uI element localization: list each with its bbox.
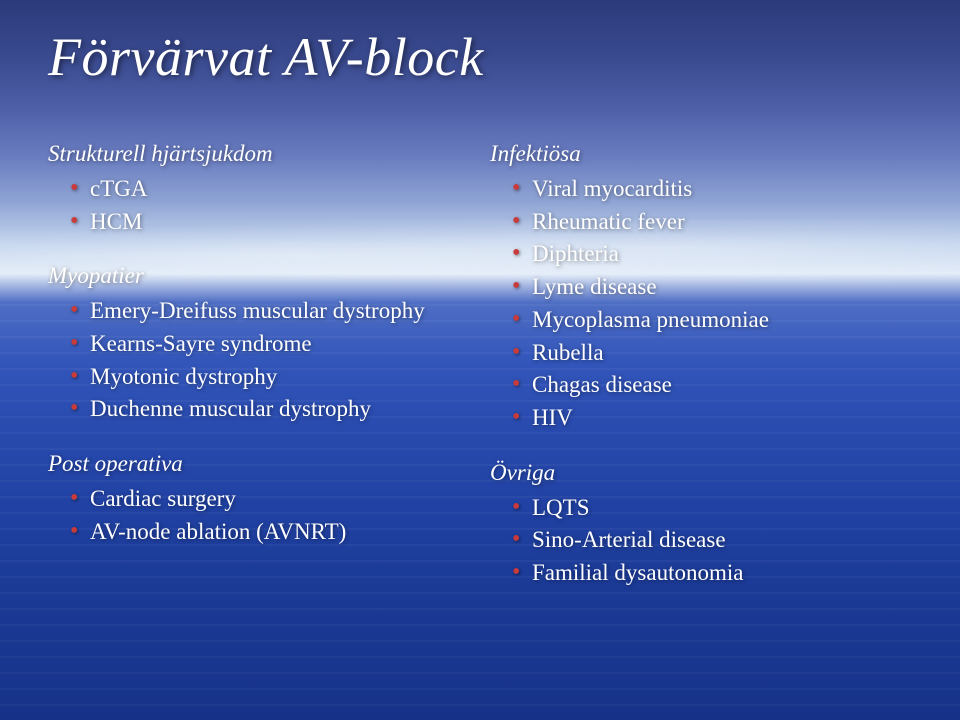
list-item: AV-node ablation (AVNRT) [70, 518, 470, 547]
list-item: Emery-Dreifuss muscular dystrophy [70, 297, 470, 326]
section-myopatier: Myopatier Emery-Dreifuss muscular dystro… [48, 262, 470, 424]
list-item: Myotonic dystrophy [70, 363, 470, 392]
content-columns: Strukturell hjärtsjukdom cTGA HCM Myopat… [48, 140, 912, 690]
section-postop: Post operativa Cardiac surgery AV-node a… [48, 450, 470, 546]
list-item: Diphteria [512, 240, 912, 269]
right-column: Infektiösa Viral myocarditis Rheumatic f… [470, 140, 912, 690]
section-list: Viral myocarditis Rheumatic fever Diphte… [490, 175, 912, 433]
list-item: Duchenne muscular dystrophy [70, 395, 470, 424]
section-strukturell: Strukturell hjärtsjukdom cTGA HCM [48, 140, 470, 236]
list-item: Viral myocarditis [512, 175, 912, 204]
list-item: Sino-Arterial disease [512, 526, 912, 555]
section-head: Infektiösa [490, 140, 912, 169]
left-column: Strukturell hjärtsjukdom cTGA HCM Myopat… [48, 140, 470, 690]
section-head: Myopatier [48, 262, 470, 291]
list-item: Lyme disease [512, 273, 912, 302]
section-list: LQTS Sino-Arterial disease Familial dysa… [490, 494, 912, 588]
section-list: Emery-Dreifuss muscular dystrophy Kearns… [48, 297, 470, 424]
section-head: Post operativa [48, 450, 470, 479]
list-item: Cardiac surgery [70, 485, 470, 514]
list-item: Rubella [512, 339, 912, 368]
list-item: Chagas disease [512, 371, 912, 400]
list-item: Rheumatic fever [512, 208, 912, 237]
slide: Förvärvat AV-block Strukturell hjärtsjuk… [0, 0, 960, 720]
section-ovriga: Övriga LQTS Sino-Arterial disease Famili… [490, 459, 912, 588]
section-head: Strukturell hjärtsjukdom [48, 140, 470, 169]
list-item: Kearns-Sayre syndrome [70, 330, 470, 359]
list-item: cTGA [70, 175, 470, 204]
section-list: Cardiac surgery AV-node ablation (AVNRT) [48, 485, 470, 547]
slide-title: Förvärvat AV-block [48, 26, 484, 88]
list-item: Mycoplasma pneumoniae [512, 306, 912, 335]
list-item: HCM [70, 208, 470, 237]
section-infektiosa: Infektiösa Viral myocarditis Rheumatic f… [490, 140, 912, 433]
list-item: HIV [512, 404, 912, 433]
list-item: LQTS [512, 494, 912, 523]
list-item: Familial dysautonomia [512, 559, 912, 588]
section-head: Övriga [490, 459, 912, 488]
section-list: cTGA HCM [48, 175, 470, 237]
